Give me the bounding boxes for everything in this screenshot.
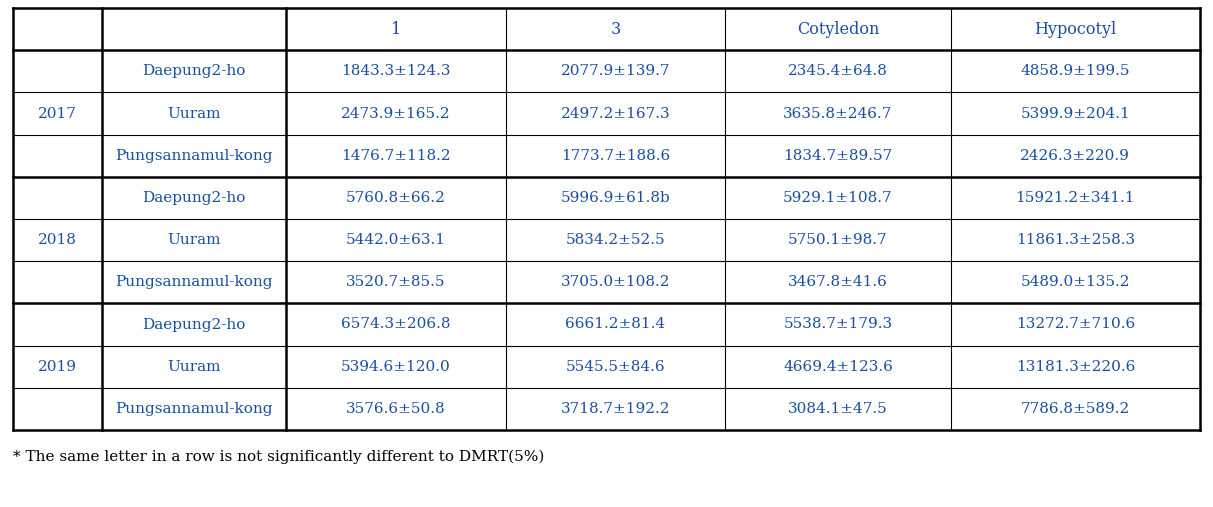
Text: 2426.3±220.9: 2426.3±220.9: [1020, 149, 1131, 163]
Text: 5996.9±61.8b: 5996.9±61.8b: [560, 191, 671, 205]
Text: Pungsannamul-kong: Pungsannamul-kong: [115, 402, 273, 416]
Text: 5545.5±84.6: 5545.5±84.6: [565, 359, 665, 374]
Text: Pungsannamul-kong: Pungsannamul-kong: [115, 149, 273, 163]
Text: 15921.2±341.1: 15921.2±341.1: [1015, 191, 1135, 205]
Text: 7786.8±589.2: 7786.8±589.2: [1021, 402, 1131, 416]
Text: Cotyledon: Cotyledon: [797, 21, 879, 38]
Text: 6574.3±206.8: 6574.3±206.8: [341, 317, 450, 332]
Text: 5929.1±108.7: 5929.1±108.7: [784, 191, 893, 205]
Text: 2497.2±167.3: 2497.2±167.3: [560, 106, 671, 121]
Text: 2473.9±165.2: 2473.9±165.2: [341, 106, 450, 121]
Text: 3084.1±47.5: 3084.1±47.5: [788, 402, 888, 416]
Text: 5394.6±120.0: 5394.6±120.0: [341, 359, 451, 374]
Text: 3: 3: [610, 21, 621, 38]
Text: 1773.7±188.6: 1773.7±188.6: [560, 149, 670, 163]
Text: 2019: 2019: [38, 359, 76, 374]
Text: 3467.8±41.6: 3467.8±41.6: [788, 275, 888, 289]
Text: 3635.8±246.7: 3635.8±246.7: [784, 106, 893, 121]
Text: Daepung2-ho: Daepung2-ho: [142, 317, 246, 332]
Text: 1476.7±118.2: 1476.7±118.2: [341, 149, 450, 163]
Text: 1834.7±89.57: 1834.7±89.57: [784, 149, 893, 163]
Text: Uuram: Uuram: [167, 233, 221, 247]
Text: 5538.7±179.3: 5538.7±179.3: [784, 317, 893, 332]
Text: 3520.7±85.5: 3520.7±85.5: [346, 275, 445, 289]
Text: 2017: 2017: [38, 106, 76, 121]
Text: Uuram: Uuram: [167, 106, 221, 121]
Text: 3718.7±192.2: 3718.7±192.2: [560, 402, 670, 416]
Text: 3705.0±108.2: 3705.0±108.2: [560, 275, 670, 289]
Text: Daepung2-ho: Daepung2-ho: [142, 64, 246, 78]
Text: 4669.4±123.6: 4669.4±123.6: [784, 359, 893, 374]
Text: 13181.3±220.6: 13181.3±220.6: [1015, 359, 1135, 374]
Text: 5834.2±52.5: 5834.2±52.5: [565, 233, 665, 247]
Text: Uuram: Uuram: [167, 359, 221, 374]
Text: 13272.7±710.6: 13272.7±710.6: [1015, 317, 1135, 332]
Text: 5760.8±66.2: 5760.8±66.2: [346, 191, 445, 205]
Text: 4858.9±199.5: 4858.9±199.5: [1020, 64, 1131, 78]
Text: 11861.3±258.3: 11861.3±258.3: [1015, 233, 1135, 247]
Text: 6661.2±81.4: 6661.2±81.4: [565, 317, 666, 332]
Text: 1843.3±124.3: 1843.3±124.3: [341, 64, 450, 78]
Text: 2018: 2018: [38, 233, 76, 247]
Text: 3576.6±50.8: 3576.6±50.8: [346, 402, 445, 416]
Text: 1: 1: [391, 21, 402, 38]
Text: Hypocotyl: Hypocotyl: [1035, 21, 1116, 38]
Text: Pungsannamul-kong: Pungsannamul-kong: [115, 275, 273, 289]
Text: * The same letter in a row is not significantly different to DMRT(5%): * The same letter in a row is not signif…: [13, 450, 545, 464]
Text: 5750.1±98.7: 5750.1±98.7: [788, 233, 888, 247]
Text: 2345.4±64.8: 2345.4±64.8: [788, 64, 888, 78]
Text: 5442.0±63.1: 5442.0±63.1: [346, 233, 446, 247]
Text: 5489.0±135.2: 5489.0±135.2: [1020, 275, 1131, 289]
Text: 5399.9±204.1: 5399.9±204.1: [1020, 106, 1131, 121]
Text: 2077.9±139.7: 2077.9±139.7: [560, 64, 670, 78]
Text: Daepung2-ho: Daepung2-ho: [142, 191, 246, 205]
